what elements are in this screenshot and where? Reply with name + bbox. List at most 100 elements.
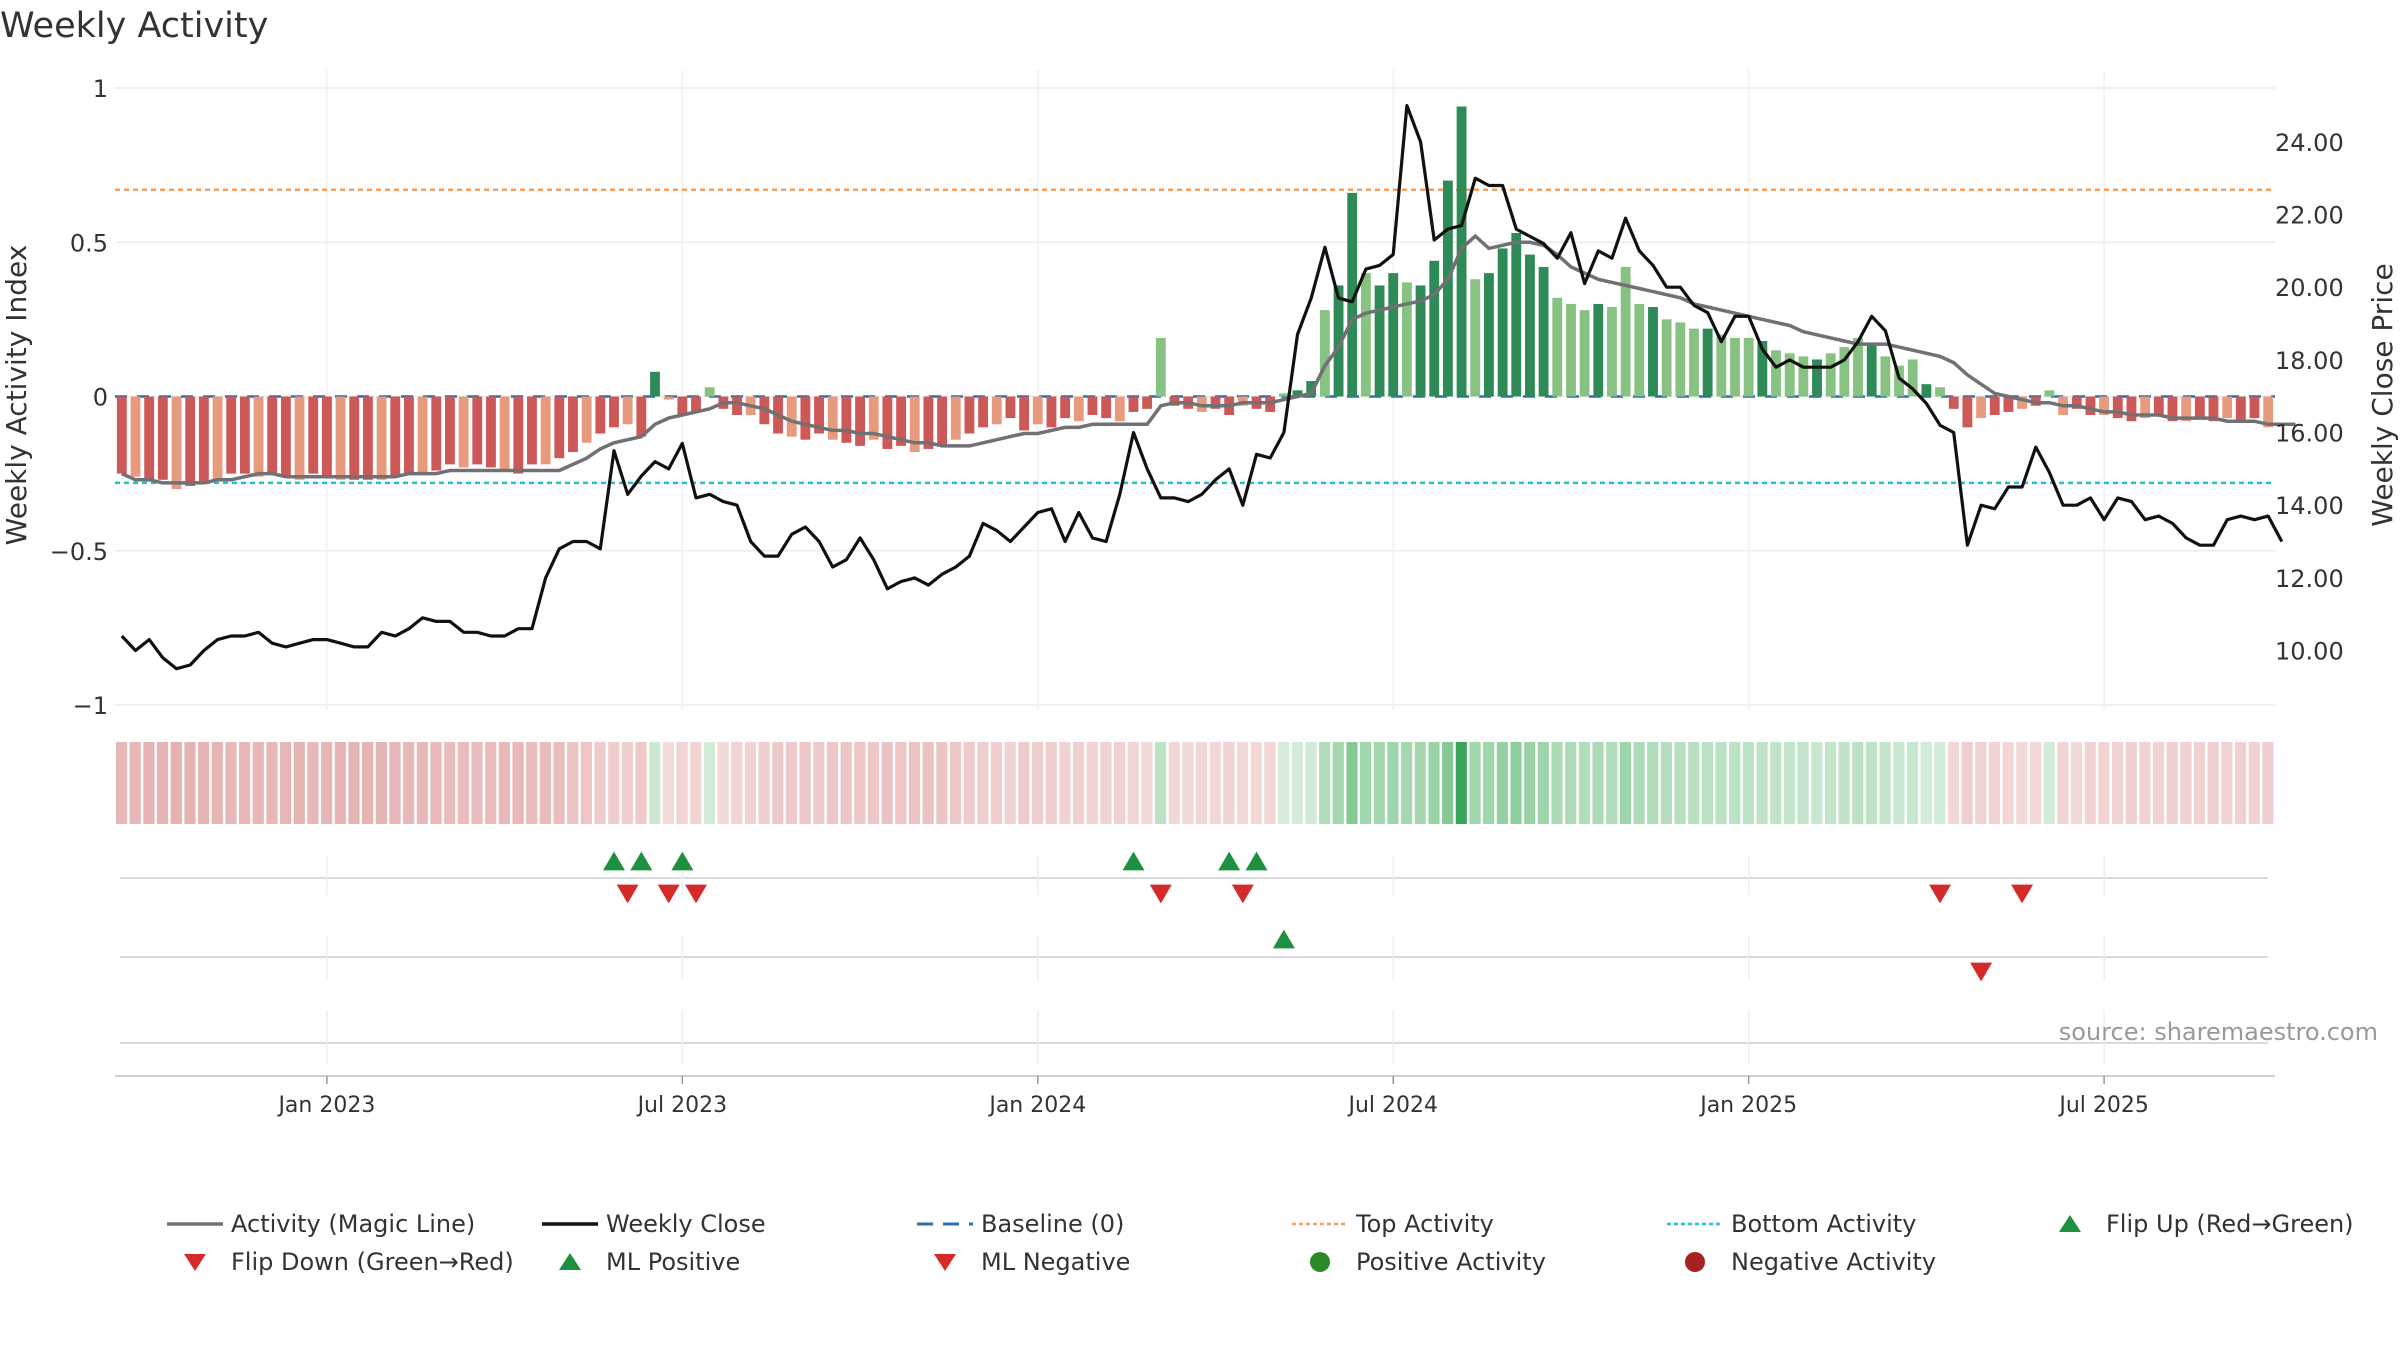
heat-cell (157, 742, 169, 824)
right-tick-label: 24.00 (2275, 129, 2344, 157)
heat-cell (977, 742, 989, 824)
heat-cell (1031, 742, 1044, 824)
heat-cell (1824, 742, 1837, 824)
activity-bar (609, 396, 619, 428)
heat-cell (1223, 742, 1235, 824)
flip-down-marker (1929, 884, 1952, 904)
activity-bar (1689, 328, 1699, 397)
activity-bar (226, 396, 237, 474)
heat-cell (2166, 742, 2178, 824)
activity-bar (636, 396, 647, 437)
activity-bar (1716, 334, 1727, 397)
activity-bar (1607, 307, 1617, 397)
activity-bar (1019, 396, 1030, 431)
activity-bar (814, 396, 824, 434)
activity-bar (349, 396, 360, 480)
legend: Activity (Magic Line) Weekly Close Baselin… (165, 1205, 2365, 1285)
activity-bar (581, 396, 592, 443)
heat-cell (567, 742, 579, 824)
heat-cell (1783, 742, 1796, 824)
legend-label: Flip Down (Green→Red) (231, 1248, 514, 1276)
heat-cell (1510, 742, 1522, 824)
activity-bar (896, 396, 906, 446)
heat-cell (2180, 742, 2192, 824)
heat-cell (1742, 742, 1755, 824)
heat-cell (1701, 742, 1713, 824)
activity-bar (2126, 396, 2137, 422)
heat-cell (922, 742, 934, 824)
activity-bar (732, 396, 742, 416)
legend-up-symbol (559, 1253, 581, 1270)
heat-cell (2098, 742, 2110, 824)
heat-cell (389, 742, 401, 824)
heat-cell (717, 742, 729, 824)
activity-bar (1401, 282, 1412, 397)
left-tick-label: −1 (73, 692, 108, 720)
heat-cell (1100, 742, 1112, 824)
activity-bar (2044, 390, 2055, 397)
activity-bar (499, 396, 510, 471)
heat-cell (1113, 742, 1126, 824)
heat-cell (2016, 742, 2028, 824)
activity-bar (1142, 396, 1153, 409)
heat-cell (772, 742, 784, 824)
legend-item: Bottom Activity (1665, 1205, 1916, 1243)
activity-bar (540, 396, 551, 465)
heat-cell (184, 742, 196, 824)
flip-up-marker (671, 851, 694, 871)
activity-bar (362, 396, 373, 480)
activity-bar (1894, 365, 1904, 397)
activity-bar (1552, 297, 1563, 397)
heat-cell (1647, 742, 1659, 824)
heat-cell (1537, 742, 1549, 824)
heat-cell (321, 742, 333, 824)
heat-cell (1428, 742, 1440, 824)
legend-symbol (1667, 1222, 1723, 1226)
heat-cell (1182, 742, 1194, 824)
heat-cell (2070, 742, 2083, 824)
ml-negative-marker (1970, 962, 1993, 982)
right-tick-label: 12.00 (2275, 565, 2344, 593)
activity-bar (294, 396, 305, 480)
heat-cell (2262, 742, 2274, 824)
heat-cell (471, 742, 483, 824)
activity-bar (1730, 337, 1740, 397)
legend-label: Flip Up (Red→Green) (2106, 1210, 2354, 1238)
heat-cell (881, 742, 893, 824)
legend-item: Weekly Close (540, 1205, 766, 1243)
x-axis: Jan 2023 Jul 2023 Jan 2024 Jul 2024 Jan 2025… (115, 1075, 2275, 1118)
activity-bar (1060, 396, 1071, 419)
right-axis: 10.00 12.00 14.00 16.00 18.00 20.00 22.00 24.00 (2275, 129, 2344, 666)
heat-cell (1906, 742, 1919, 824)
heat-cell (457, 742, 469, 824)
heat-cell (1332, 742, 1344, 824)
activity-bar (2194, 396, 2205, 419)
heat-cell (1688, 742, 1700, 824)
heat-cell (731, 742, 743, 824)
activity-bar (1497, 248, 1508, 397)
activity-bar (1087, 396, 1098, 416)
x-tick-label: Jul 2025 (2057, 1093, 2149, 1118)
activity-bar (1388, 273, 1399, 397)
heat-cell (1291, 742, 1303, 824)
heat-cell (280, 742, 292, 824)
activity-bar (882, 396, 893, 449)
heat-cell (2084, 742, 2096, 824)
activity-bar (1415, 285, 1426, 397)
right-tick-label: 22.00 (2275, 202, 2344, 230)
heat-cell (1196, 742, 1208, 824)
heat-cell (1715, 742, 1727, 824)
heat-cell (594, 742, 606, 824)
activity-bar (458, 396, 469, 468)
activity-bar (1771, 350, 1781, 397)
grid-layer (115, 70, 2275, 710)
activity-bar (2181, 396, 2192, 422)
x-tick-label: Jan 2025 (1698, 1093, 1797, 1118)
activity-bar (827, 396, 838, 440)
heat-cell (635, 742, 647, 824)
heat-cell (239, 742, 251, 824)
legend-down-symbol (934, 1254, 956, 1271)
heat-cell (485, 742, 497, 824)
activity-bar (1634, 303, 1645, 397)
activity-bar (1429, 260, 1440, 397)
